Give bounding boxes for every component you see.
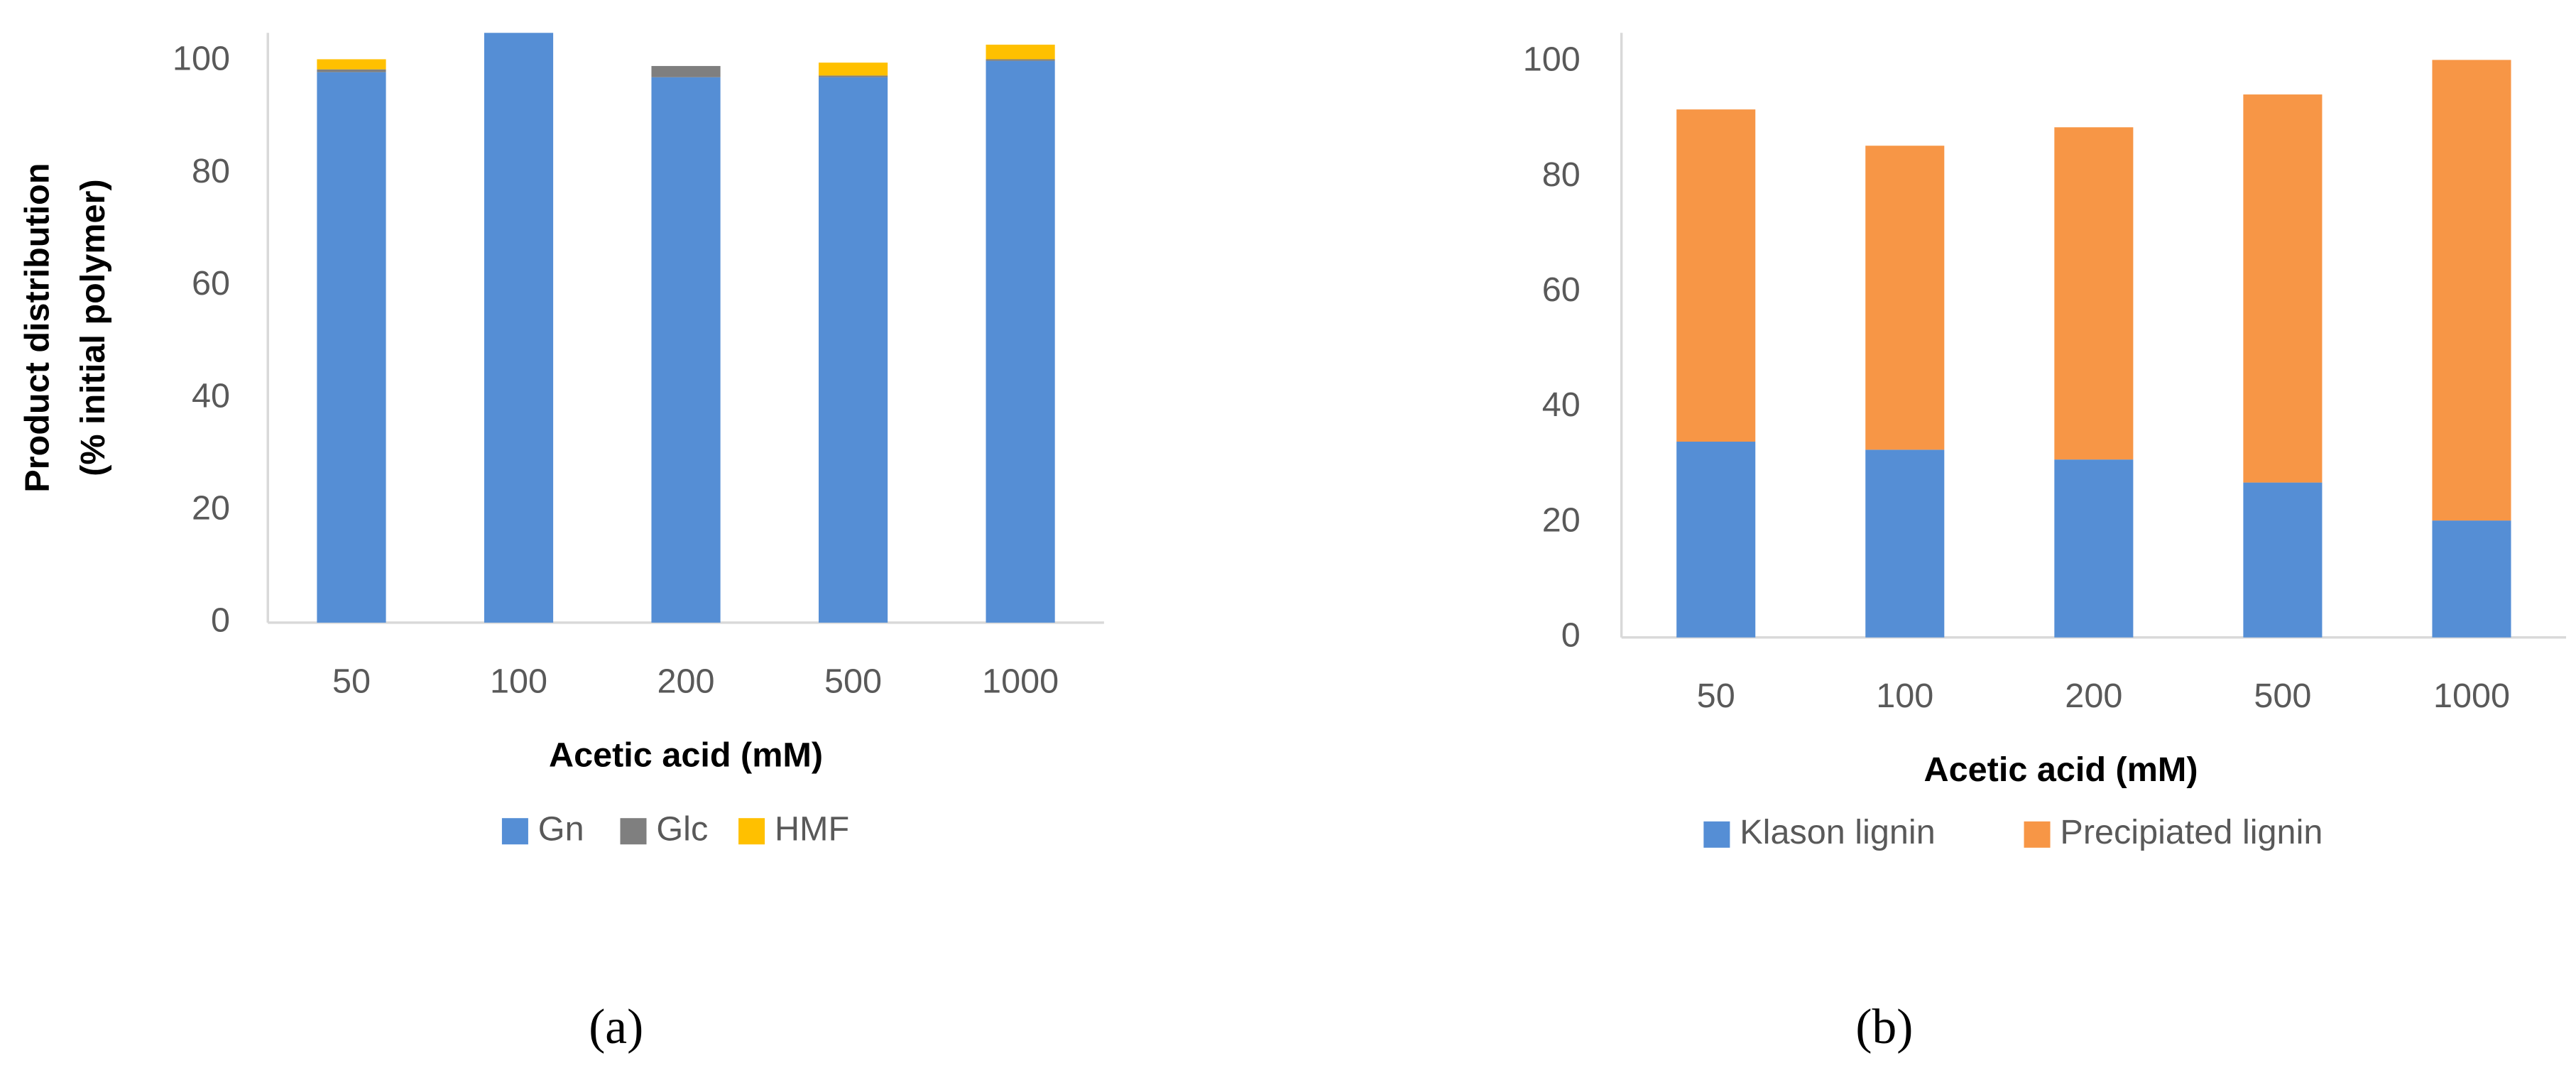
bar-segment: [818, 62, 888, 76]
y-tick-label: 80: [192, 152, 230, 190]
y-tick-label: 40: [192, 376, 230, 415]
legend-label: HMF: [775, 810, 849, 849]
bar-segment: [317, 59, 386, 70]
bar-segment: [651, 65, 721, 77]
y-tick-label: 100: [173, 40, 230, 78]
bar-segment: [1865, 449, 1945, 638]
legend-swatch: [1703, 821, 1730, 848]
y-tick-label: 20: [192, 489, 230, 527]
x-tick-label: 500: [824, 662, 882, 700]
bar-segment: [2243, 94, 2323, 483]
x-tick-label: 200: [657, 662, 715, 700]
panel-label: (b): [1855, 1000, 1913, 1054]
legend-label: Precipiated lignin: [2060, 813, 2323, 851]
bar-segment: [986, 59, 1055, 61]
x-tick-label: 100: [1876, 677, 1933, 715]
x-axis-title: Acetic acid (mM): [1924, 751, 2198, 789]
x-axis-title: Acetic acid (mM): [549, 736, 823, 774]
y-tick-label: 40: [1542, 386, 1581, 424]
bar-segment: [2432, 520, 2511, 638]
bar-segment: [484, 33, 554, 623]
panel-label: (a): [589, 1000, 643, 1054]
bar-segment: [1865, 146, 1945, 450]
bar-segment: [2243, 482, 2323, 638]
bar-segment: [2432, 60, 2511, 521]
y-tick-label: 0: [211, 601, 230, 640]
x-tick-label: 50: [1697, 677, 1735, 715]
bar-segment: [317, 69, 386, 72]
y-tick-label: 60: [1542, 271, 1581, 309]
y-axis-title: (% initial polymer): [74, 179, 112, 476]
bar-segment: [1676, 109, 1756, 442]
legend-label: Glc: [656, 810, 708, 849]
bar-segment: [818, 75, 888, 77]
y-axis-title: Product distribution: [18, 163, 56, 492]
legend-swatch: [620, 818, 647, 845]
bar-segment: [1676, 441, 1756, 638]
bar-segment: [317, 72, 386, 623]
y-tick-label: 0: [1561, 616, 1581, 655]
bar-segment: [986, 60, 1055, 623]
legend-swatch: [501, 818, 528, 845]
x-tick-label: 500: [2254, 677, 2311, 715]
x-tick-label: 50: [332, 662, 371, 700]
x-tick-label: 100: [490, 662, 547, 700]
legend-swatch: [738, 818, 765, 845]
legend-label: Gn: [538, 810, 584, 849]
bar-segment: [2054, 127, 2134, 460]
x-tick-label: 1000: [2433, 677, 2510, 715]
x-tick-label: 1000: [982, 662, 1059, 700]
y-tick-label: 20: [1542, 501, 1581, 539]
x-tick-label: 200: [2065, 677, 2122, 715]
y-tick-label: 100: [1523, 40, 1581, 79]
bar-segment: [2054, 459, 2134, 638]
legend-swatch: [2024, 821, 2051, 848]
legend-label: Klason lignin: [1740, 813, 1935, 851]
bar-segment: [986, 44, 1055, 60]
bar-segment: [818, 77, 888, 623]
bar-segment: [651, 77, 721, 623]
y-tick-label: 80: [1542, 156, 1581, 194]
y-tick-label: 60: [192, 264, 230, 302]
